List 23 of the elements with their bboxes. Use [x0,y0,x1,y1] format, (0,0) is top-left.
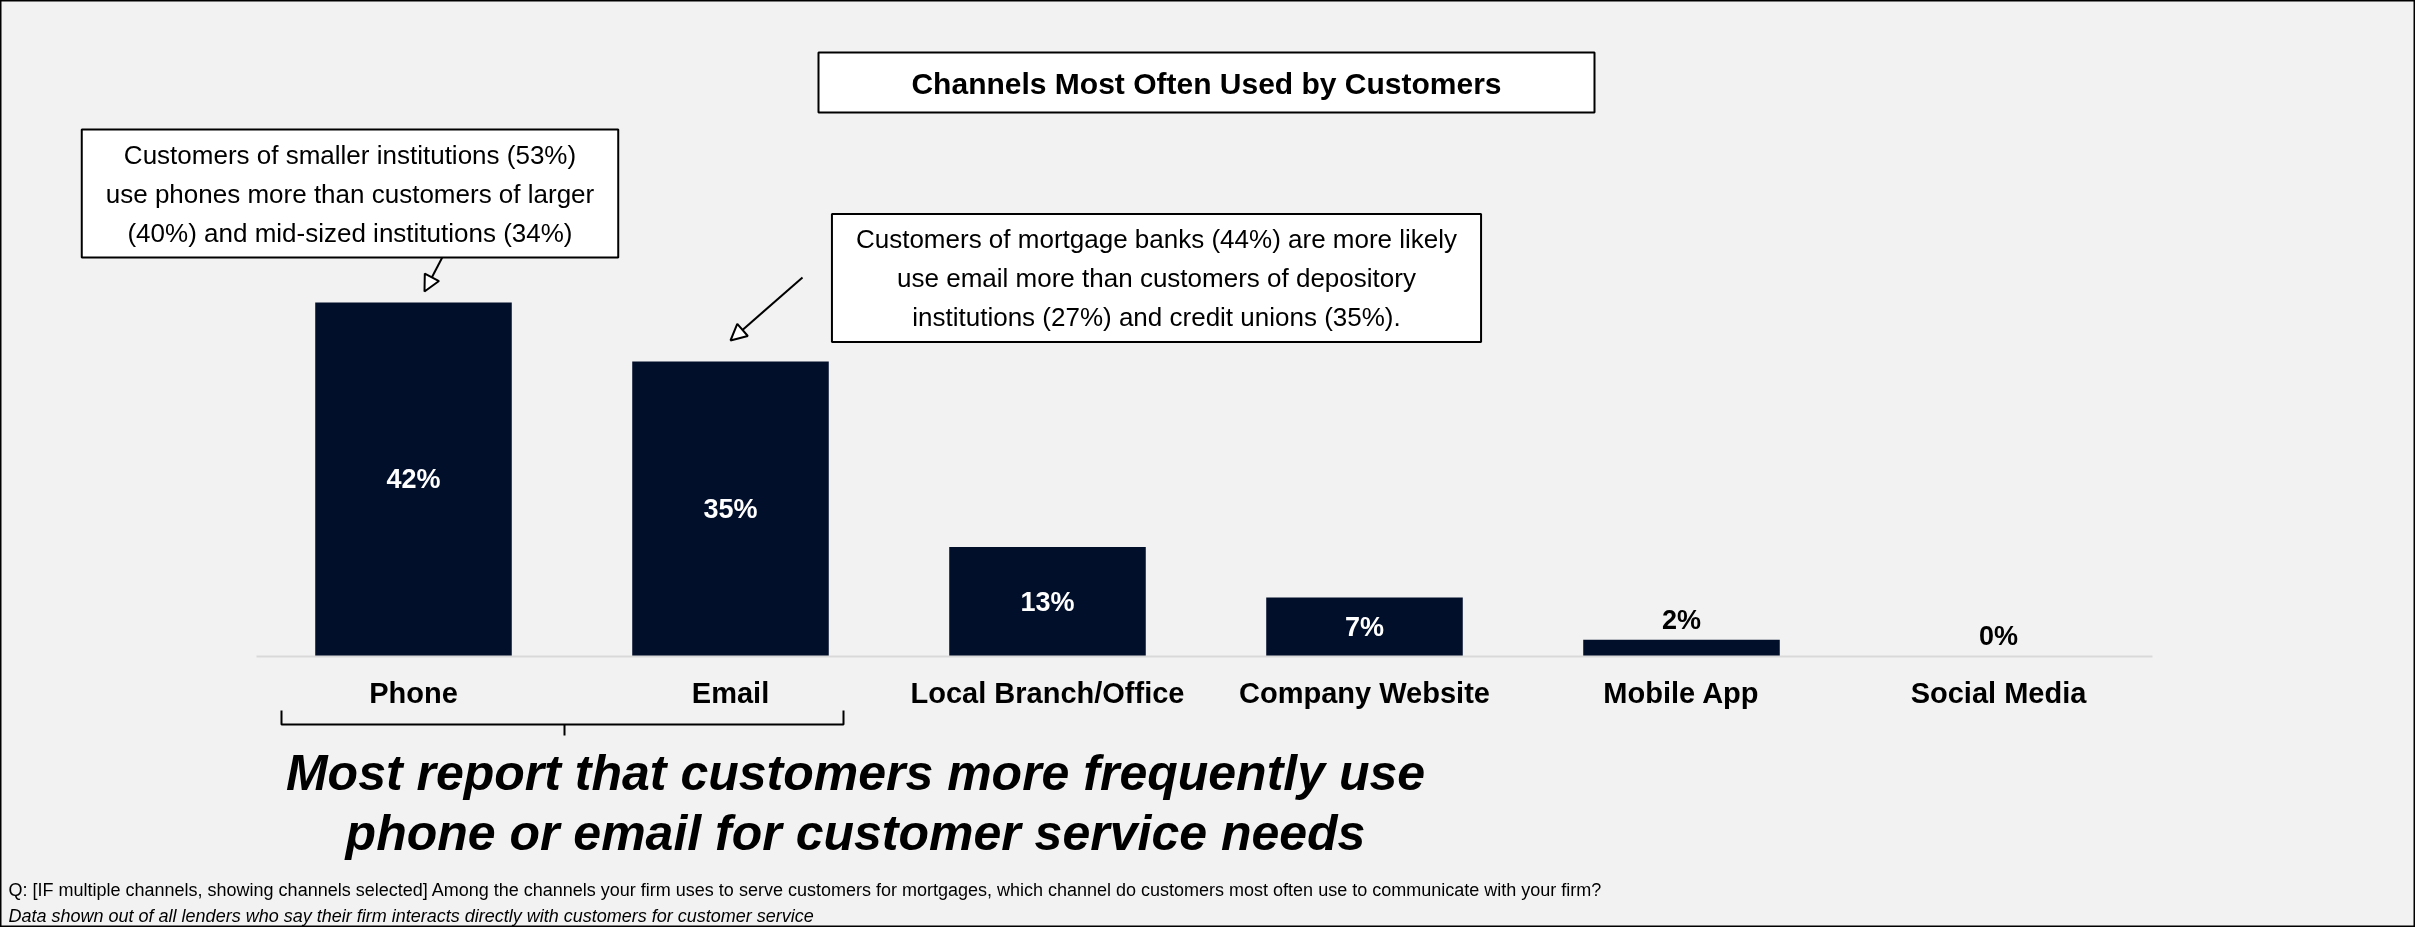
chart-title: Channels Most Often Used by Customers [911,67,1502,100]
x-tick-label: Local Branch/Office [910,676,1185,709]
data-label: 0% [1978,621,2019,652]
data-label: 13% [1020,586,1075,617]
data-label: 2% [1661,604,1702,635]
x-tick-label: Company Website [1239,676,1490,709]
data-label: 42% [386,464,441,495]
text: Data shown out of all lenders who say their firm interacts directly with customers for customer service [8,905,814,926]
annotation: Customers of mortgage banks (44%) are more likely use email more than customers of depository institutions (27%) and credit unions (35%). [855,224,1458,332]
x-tick-label: Email [691,676,770,709]
bar [1583,639,1780,657]
bar [1266,597,1463,657]
bar [315,302,512,657]
text: Q: [IF multiple channels, showing channels selected] Among the channels your firm uses to serve customers for mortgages, which channel do customers most often use to communicate with your firm? [8,879,1602,900]
x-tick-label: Mobile App [1603,676,1759,709]
x-tick-label: Social Media [1910,676,2088,709]
x-tick-label: Phone [369,676,458,709]
bar [632,361,829,657]
data-label: 35% [703,493,758,524]
text: Customers of smaller institutions (53%) use phones more than customers of larger (40%) and mid-sized institutions (34%) [105,139,595,248]
text: Most report that customers more frequently use phone or email for customer service needs [285,744,1426,861]
bar [949,546,1146,657]
data-label: 7% [1344,611,1385,642]
